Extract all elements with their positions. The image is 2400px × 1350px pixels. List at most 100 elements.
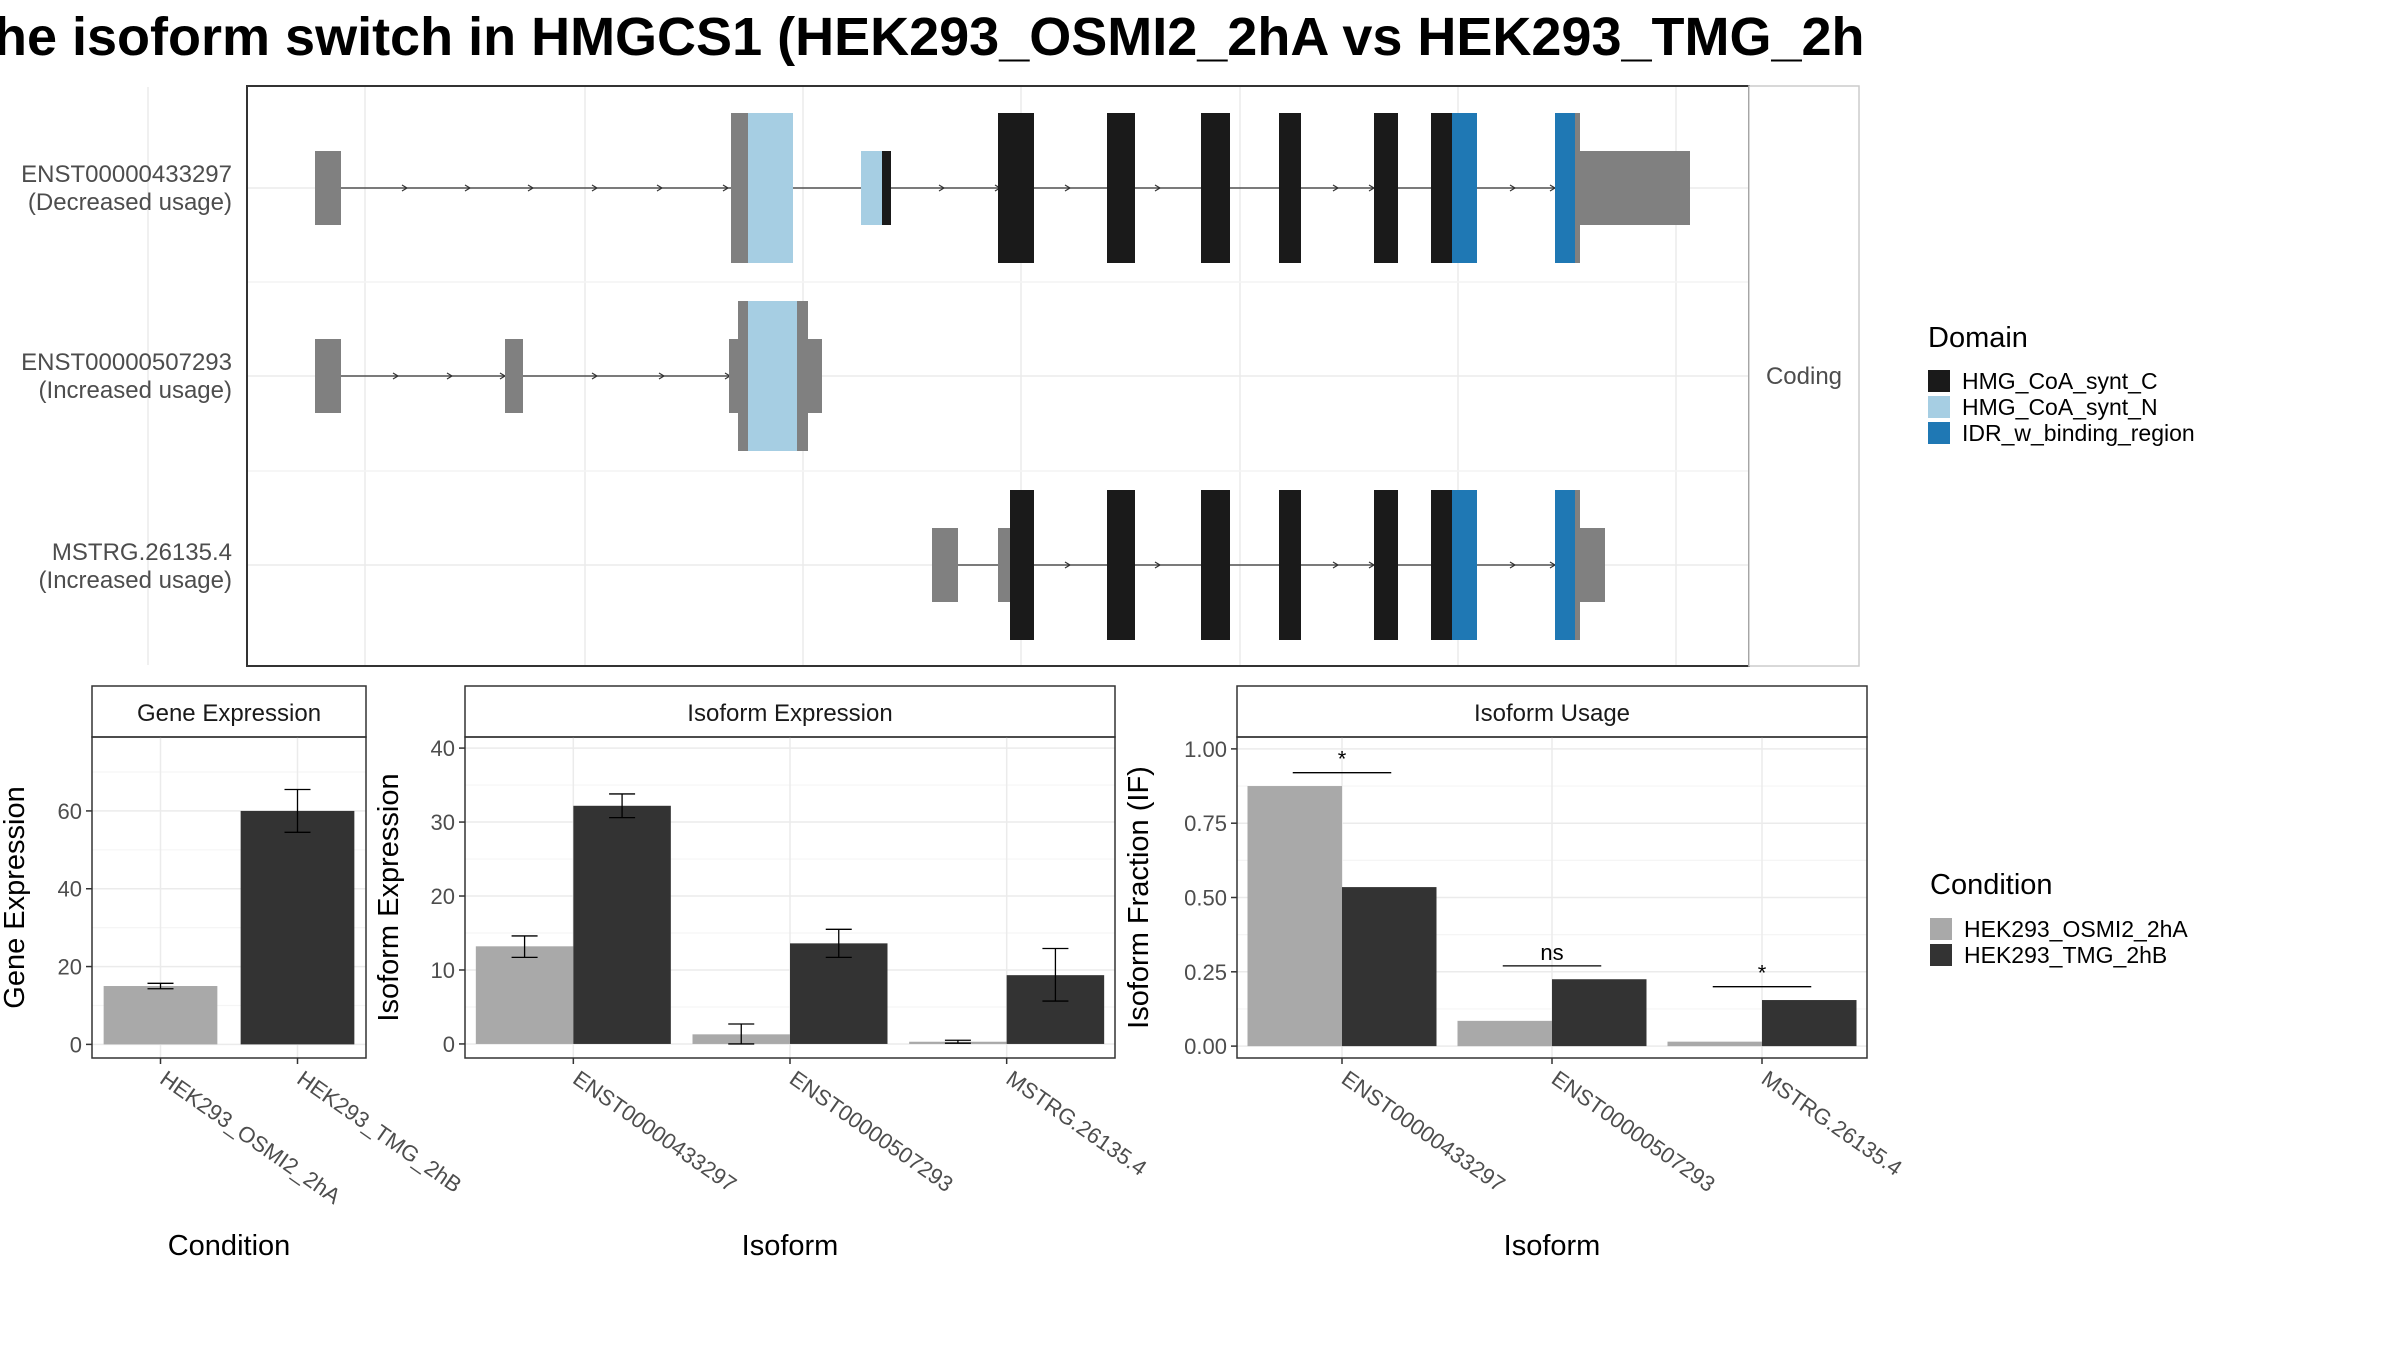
bar (573, 805, 671, 1044)
isoform-usage-panel: Isoform Usage 0.00 0.25 0.50 0.75 1.00 * ns * ENS… (1123, 685, 1907, 1262)
y-tick-label: 0.25 (1184, 960, 1227, 985)
x-tick-label: ENST00000507293 (1547, 1066, 1720, 1197)
exon-block (1374, 490, 1398, 640)
condition-legend-title: Condition (1930, 869, 2053, 901)
legend-label: HEK293_TMG_2hB (1964, 942, 2167, 968)
legend-swatch-hmg-coa-synt-c (1928, 370, 1950, 392)
panel-strip (91, 685, 367, 738)
legend-label: HMG_CoA_synt_N (1962, 394, 2158, 420)
panel-border (91, 736, 367, 1059)
y-tick-label: 30 (431, 810, 455, 835)
exon-block (998, 528, 1010, 602)
y-axis-title: Isoform Fraction (IF) (1123, 766, 1155, 1029)
direction-arrow (446, 372, 454, 380)
exon-block (1555, 113, 1575, 263)
x-tick-label: ENST00000507293 (785, 1066, 958, 1197)
direction-arrow (1064, 561, 1072, 569)
exon-block (861, 151, 882, 225)
legend-label: HEK293_OSMI2_2hA (1964, 916, 2188, 942)
direction-arrow (1332, 561, 1340, 569)
y-tick-label: 20 (58, 955, 82, 980)
y-tick-label: 0 (443, 1032, 455, 1057)
transcript-structure-panel: Coding ENST00000433297 (Decreased usage)… (21, 85, 1860, 667)
exon-block (315, 151, 341, 225)
bar (475, 946, 574, 1044)
panel-strip-label: Isoform Expression (687, 700, 892, 727)
legend-swatch-condition-a (1930, 918, 1952, 940)
exon-block (1201, 113, 1230, 263)
bar (103, 986, 218, 1045)
y-tick-label: 40 (431, 736, 455, 761)
exon-block (1555, 490, 1575, 640)
exon-block (1575, 113, 1580, 263)
exon-block (1431, 113, 1452, 263)
significance-label: * (1338, 747, 1347, 772)
structure-transcripts (315, 113, 1690, 640)
exon-block (1279, 490, 1301, 640)
direction-arrow (464, 184, 472, 192)
x-tick-label: ENST00000433297 (568, 1066, 741, 1197)
exon-block (808, 339, 822, 413)
exon-block (729, 339, 738, 413)
legend-swatch-idr-w-binding-region (1928, 422, 1950, 444)
x-axis-title: Isoform (1504, 1230, 1601, 1262)
exon-block (1279, 113, 1301, 263)
direction-arrow (591, 184, 599, 192)
direction-arrow (1154, 561, 1162, 569)
figure-title: he isoform switch in HMGCS1 (HEK293_OSMI… (0, 7, 1865, 67)
exon-block (797, 301, 808, 451)
isoform-label-id: ENST00000433297 (21, 161, 232, 188)
coding-strip (1748, 85, 1860, 667)
y-tick-label: 40 (58, 877, 82, 902)
y-tick-label: 0 (70, 1032, 82, 1057)
coding-strip-label: Coding (1766, 363, 1842, 390)
direction-arrow (1332, 184, 1340, 192)
y-tick-label: 1.00 (1184, 737, 1227, 762)
exon-block (1452, 490, 1477, 640)
isoform-label-usage: (Decreased usage) (28, 189, 232, 216)
isoform-label-id: MSTRG.26135.4 (52, 539, 232, 566)
direction-arrow (392, 372, 400, 380)
legend-swatch-hmg-coa-synt-n (1928, 396, 1950, 418)
isoform-labels: ENST00000433297 (Decreased usage) ENST00… (21, 161, 232, 594)
significance-label: * (1758, 961, 1767, 986)
exon-block (882, 151, 891, 225)
panel-strip-label: Gene Expression (137, 700, 321, 727)
direction-arrow (1509, 184, 1517, 192)
isoform-expression-panel: Isoform Expression 0 10 20 30 40 ENST000004332… (373, 685, 1151, 1262)
domain-legend: Domain HMG_CoA_synt_C HMG_CoA_synt_N IDR… (1928, 322, 2195, 446)
exon-block (1580, 528, 1605, 602)
exon-block (932, 528, 958, 602)
exon-block (1107, 490, 1135, 640)
bar (790, 943, 888, 1044)
panel-strip-label: Isoform Usage (1474, 700, 1630, 727)
y-tick-label: 0.00 (1184, 1034, 1227, 1059)
domain-legend-title: Domain (1928, 322, 2028, 354)
legend-swatch-condition-b (1930, 944, 1952, 966)
y-axis-title: Gene Expression (0, 786, 31, 1008)
bar (1457, 1020, 1552, 1047)
legend-label: IDR_w_binding_region (1962, 420, 2195, 446)
x-axis-title: Condition (168, 1230, 291, 1262)
isoform-label-usage: (Increased usage) (39, 377, 232, 404)
y-tick-label: 0.75 (1184, 811, 1227, 836)
x-tick-label: ENST00000433297 (1337, 1066, 1510, 1197)
direction-arrow (722, 184, 730, 192)
exon-block (505, 339, 523, 413)
exon-block (748, 301, 797, 451)
exon-block (998, 113, 1034, 263)
bar (1667, 1041, 1762, 1047)
legend-label: HMG_CoA_synt_C (1962, 368, 2158, 394)
exon-block (738, 301, 748, 451)
bar (1342, 887, 1437, 1047)
x-tick-label: MSTRG.26135.4 (1757, 1066, 1907, 1181)
x-axis-title: Isoform (742, 1230, 839, 1262)
y-tick-label: 60 (58, 799, 82, 824)
y-tick-label: 20 (431, 884, 455, 909)
panel-strip (1236, 685, 1868, 738)
y-axis-title: Isoform Expression (373, 773, 405, 1021)
condition-legend: Condition HEK293_OSMI2_2hA HEK293_TMG_2h… (1930, 869, 2188, 968)
direction-arrow (591, 372, 599, 380)
exon-block (731, 113, 748, 263)
